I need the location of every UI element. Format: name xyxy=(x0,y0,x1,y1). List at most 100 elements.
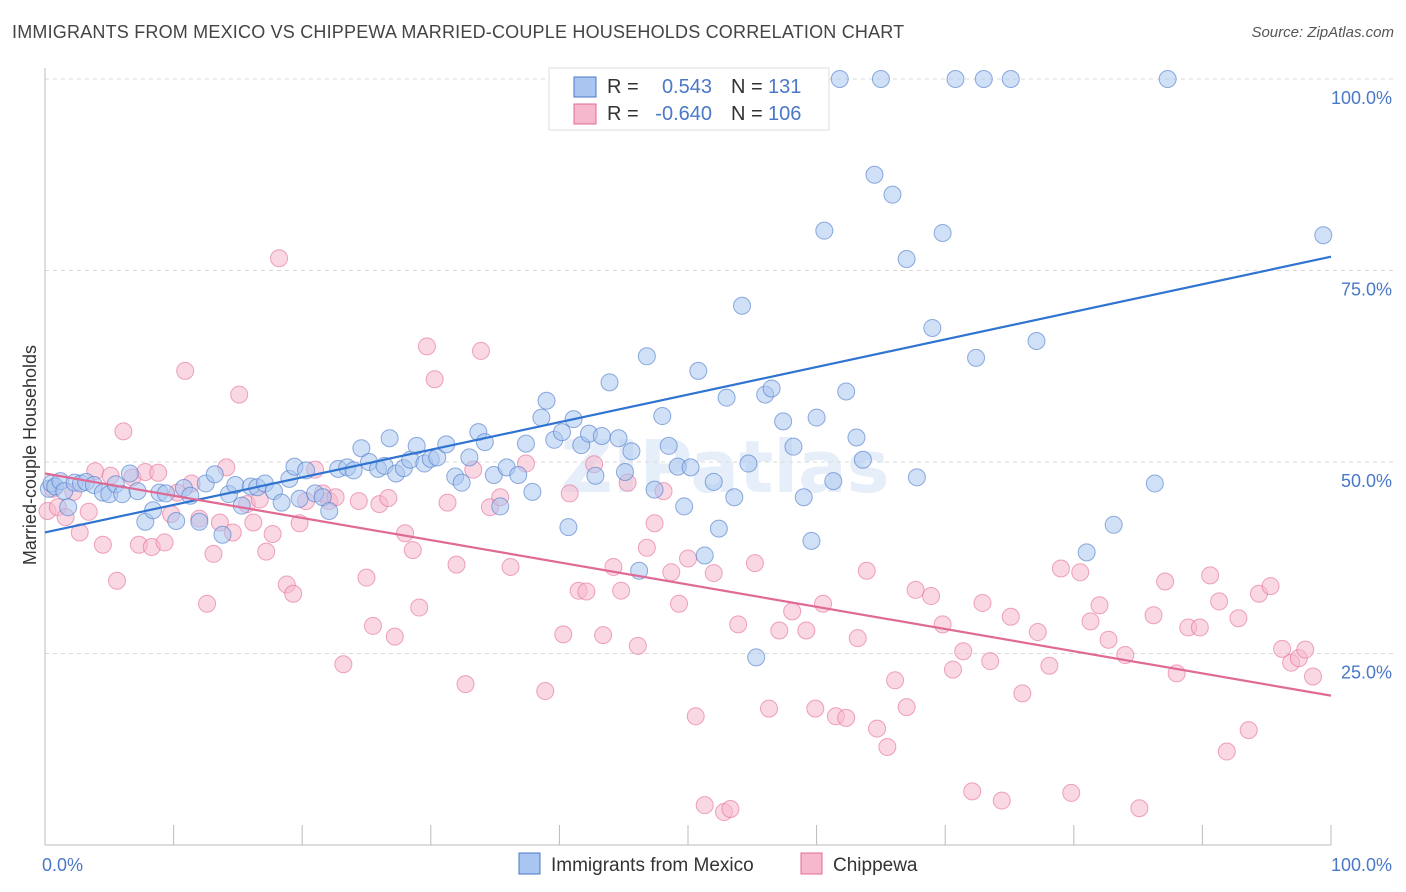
chippewa-point xyxy=(981,652,1000,671)
mexico-point xyxy=(704,472,723,491)
mexico-point xyxy=(586,466,605,485)
mexico-point xyxy=(120,464,139,483)
mexico-point xyxy=(974,70,993,88)
mexico-point xyxy=(830,70,849,88)
y-axis-label: Married-couple Households xyxy=(20,345,40,565)
chippewa-point xyxy=(204,544,223,563)
chippewa-point xyxy=(1273,639,1292,658)
chippewa-point xyxy=(594,626,613,645)
chippewa-point xyxy=(1217,742,1236,761)
mexico-point xyxy=(645,480,664,499)
mexico-point xyxy=(774,412,793,431)
mexico-point xyxy=(946,70,965,88)
chippewa-point xyxy=(244,513,263,532)
y-tick-label: 75.0% xyxy=(1341,280,1392,300)
mexico-point xyxy=(865,165,884,184)
mexico-point xyxy=(290,489,309,508)
mexico-point xyxy=(559,518,578,537)
mexico-point xyxy=(762,379,781,398)
mexico-point xyxy=(637,347,656,366)
chippewa-point xyxy=(954,642,973,661)
chippewa-point xyxy=(417,337,436,356)
chippewa-point xyxy=(868,719,887,738)
mexico-point xyxy=(516,434,535,453)
mexico-point xyxy=(907,468,926,487)
chippewa-point xyxy=(992,791,1011,810)
chippewa-point xyxy=(922,587,941,606)
mexico-point xyxy=(1104,515,1123,534)
chippewa-point xyxy=(886,671,905,690)
mexico-point xyxy=(272,493,291,512)
mexico-point xyxy=(717,388,736,407)
mexico-point xyxy=(190,512,209,531)
y-tick-label: 100.0% xyxy=(1331,88,1392,108)
mexico-point xyxy=(784,437,803,456)
chippewa-point xyxy=(1051,559,1070,578)
mexico-point xyxy=(1027,331,1046,350)
mexico-point xyxy=(552,423,571,442)
chippewa-point xyxy=(379,489,398,508)
mexico-point xyxy=(622,442,641,461)
mexico-point xyxy=(681,458,700,477)
chippewa-point xyxy=(79,502,98,521)
chippewa-point xyxy=(1296,640,1315,659)
chippewa-point xyxy=(1071,563,1090,582)
mexico-point xyxy=(509,466,528,485)
mexico-points xyxy=(39,70,1333,667)
chippewa-point xyxy=(257,542,276,561)
chippewa-point xyxy=(686,707,705,726)
chippewa-point xyxy=(628,636,647,655)
mexico-point xyxy=(923,318,942,337)
chippewa-point xyxy=(357,568,376,587)
chippewa-point xyxy=(577,582,596,601)
chippewa-point xyxy=(263,525,282,544)
chippewa-point xyxy=(878,737,897,756)
chippewa-point xyxy=(349,492,368,511)
mexico-point xyxy=(1145,474,1164,493)
chippewa-point xyxy=(1156,572,1175,591)
mexico-point xyxy=(802,531,821,550)
chippewa-point xyxy=(963,782,982,801)
mexico-point xyxy=(1077,543,1096,562)
mexico-point xyxy=(725,488,744,507)
chippewa-point xyxy=(897,698,916,717)
chippewa-point xyxy=(612,581,631,600)
chippewa-point xyxy=(906,580,925,599)
chippewa-point xyxy=(943,660,962,679)
mexico-point xyxy=(532,408,551,427)
source-credit: Source: ZipAtlas.com xyxy=(1251,24,1394,41)
chippewa-point xyxy=(1303,667,1322,686)
chippewa-point xyxy=(284,584,303,603)
chippewa-point xyxy=(662,563,681,582)
chippewa-point xyxy=(1229,609,1248,628)
chippewa-point xyxy=(149,463,168,482)
mexico-point xyxy=(747,648,766,667)
chippewa-point xyxy=(1001,607,1020,626)
mexico-point xyxy=(689,361,708,380)
mexico-point xyxy=(320,502,339,521)
chippewa-point xyxy=(837,708,856,727)
chippewa-point xyxy=(679,549,697,568)
mexico-point xyxy=(491,497,510,516)
chippewa-point xyxy=(669,594,688,613)
mexico-point xyxy=(871,70,890,88)
chippewa-point xyxy=(334,655,353,674)
chippewa-point xyxy=(1081,612,1100,631)
mexico-point xyxy=(815,221,834,240)
mexico-point xyxy=(933,223,952,242)
y-tick-label: 50.0% xyxy=(1341,471,1392,491)
chippewa-point xyxy=(857,561,876,580)
chippewa-trend-line xyxy=(44,472,1332,697)
chippewa-point xyxy=(745,554,764,573)
mexico-point xyxy=(407,436,426,455)
mexico-trend-line xyxy=(44,255,1332,534)
mexico-point xyxy=(380,429,399,448)
mexico-point xyxy=(59,498,78,517)
mexico-point xyxy=(733,296,752,315)
chippewa-point xyxy=(695,796,714,815)
mexico-point xyxy=(460,448,479,467)
mexico-point xyxy=(537,391,556,410)
chippewa-point xyxy=(396,524,415,543)
mexico-point xyxy=(592,426,611,445)
